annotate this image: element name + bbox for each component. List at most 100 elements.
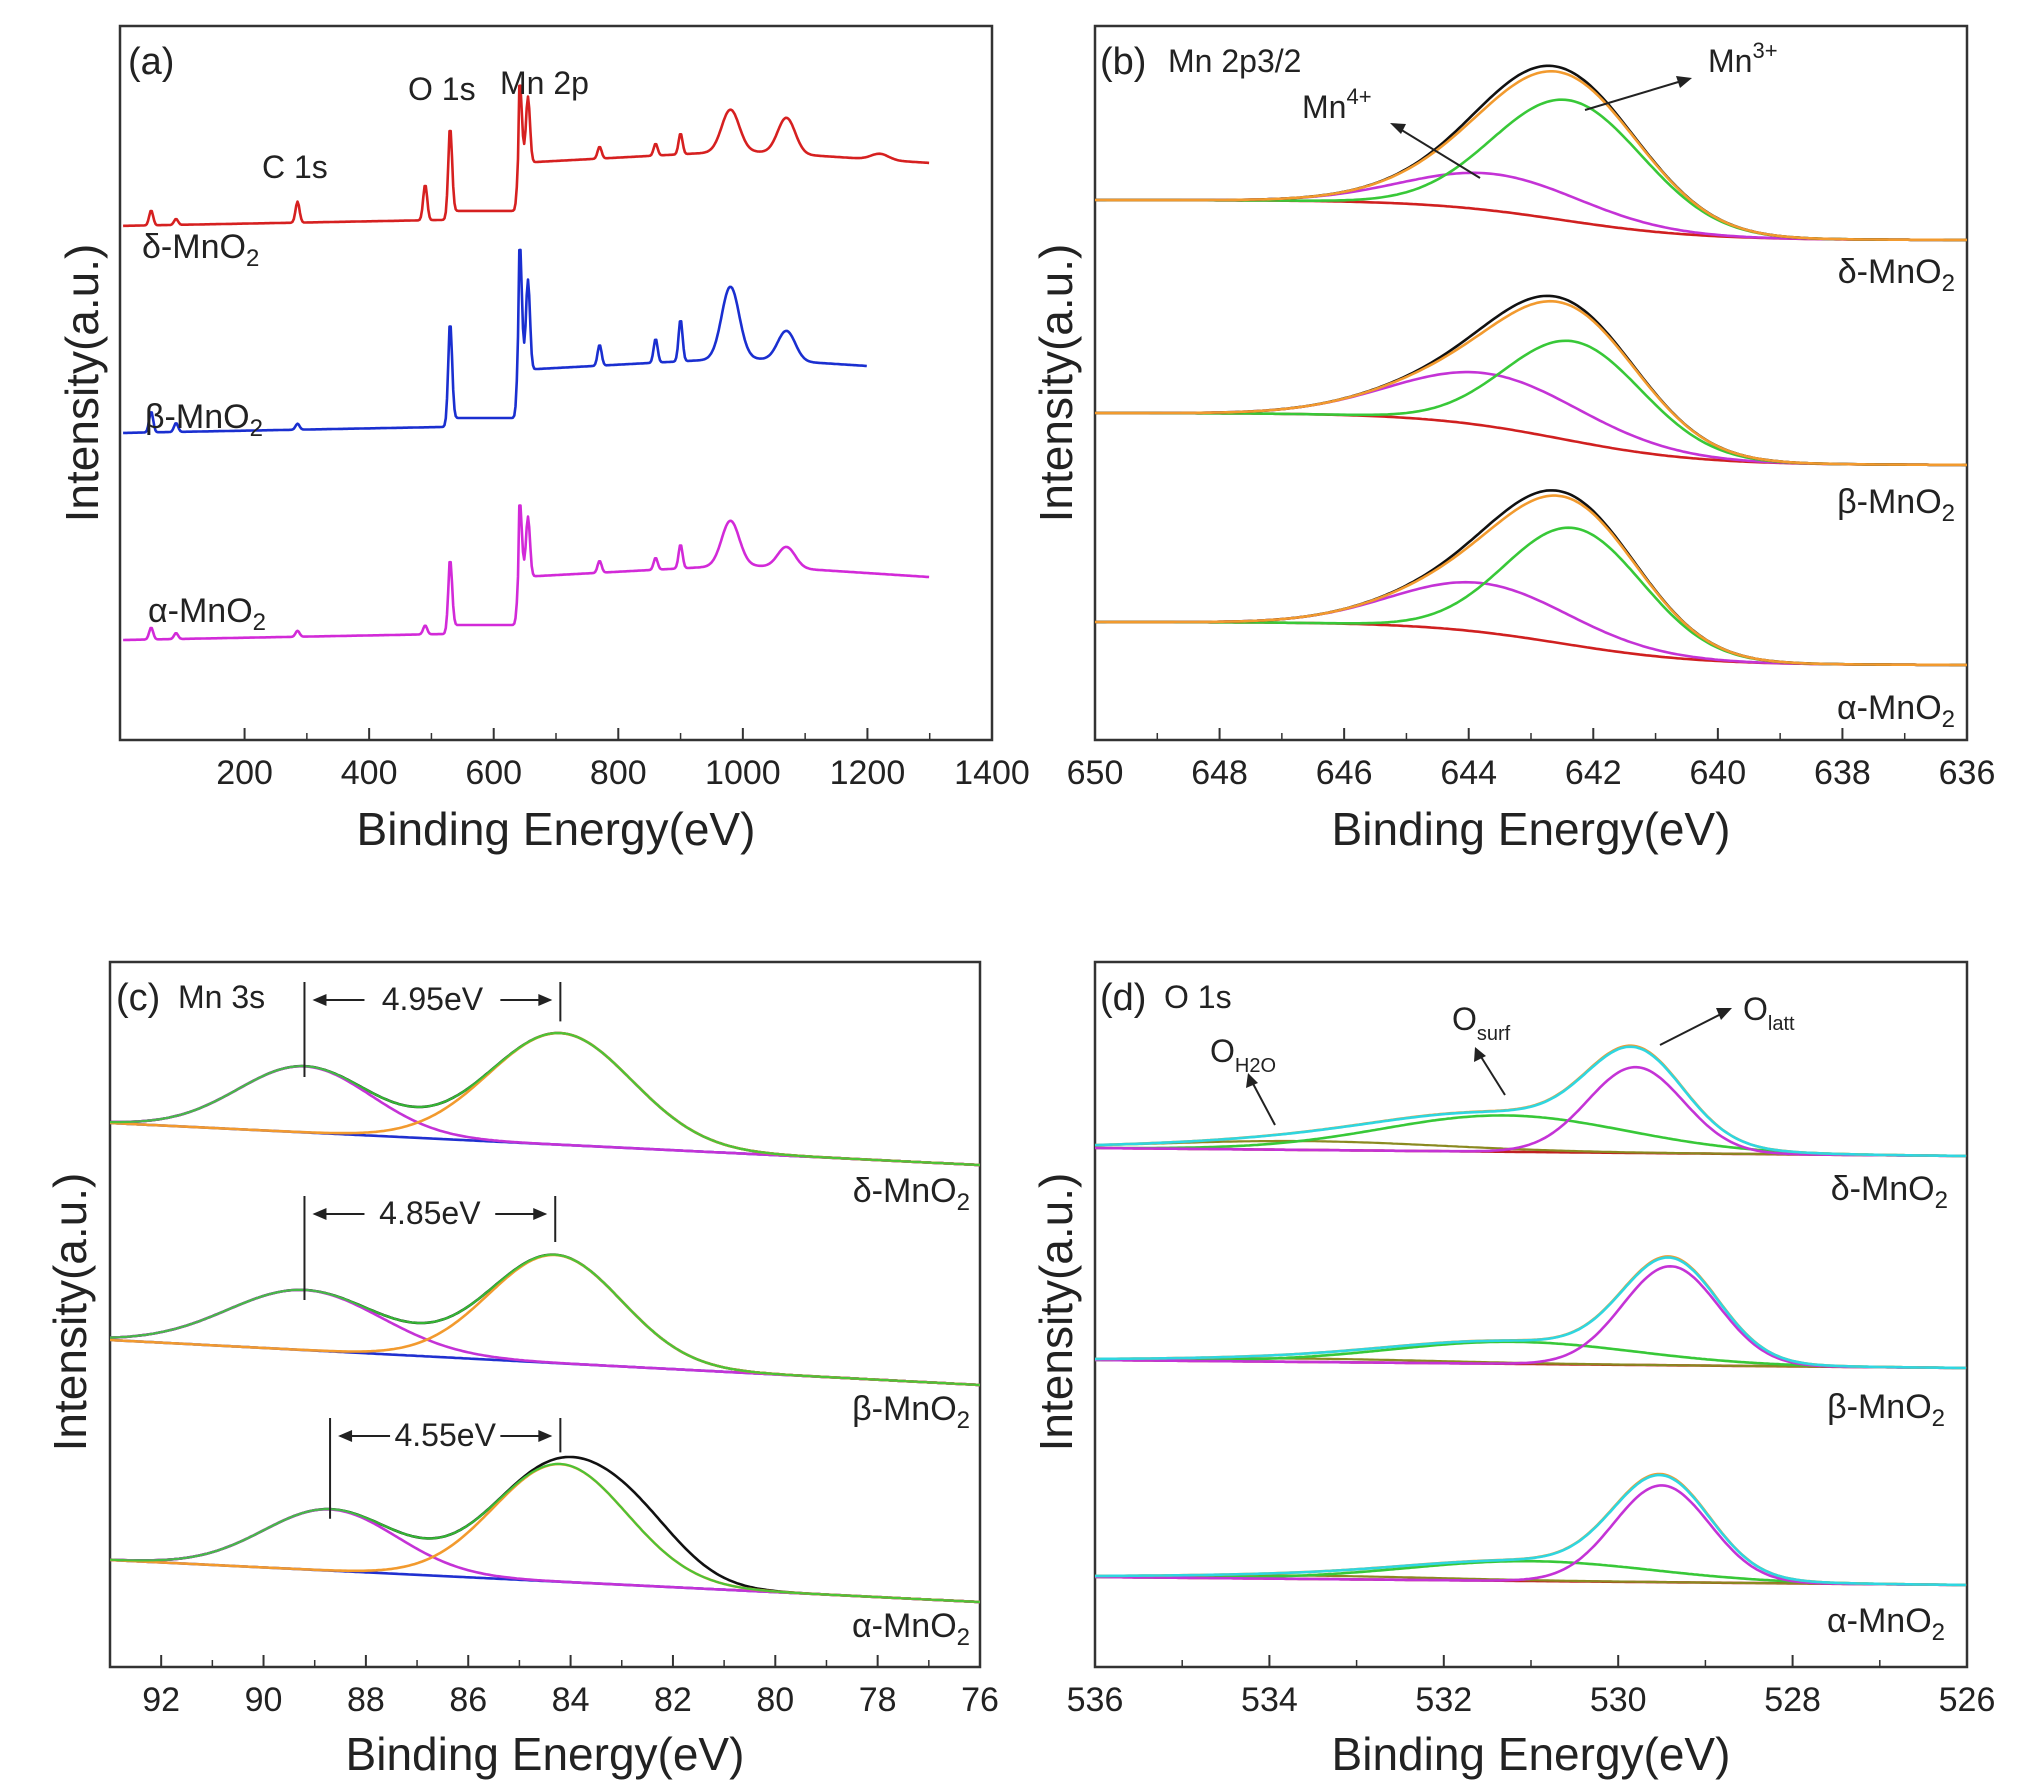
x-tick-label: 636 <box>1939 754 1996 792</box>
mn2p-fit-2 <box>1095 494 1967 667</box>
sample-subscript: 2 <box>957 1407 970 1434</box>
o1s-fit-1 <box>1095 1255 1967 1370</box>
x-tick-label: 400 <box>341 754 398 792</box>
panel-c-x-ticks: 92 90 88 86 84 82 80 78 76 <box>142 1655 999 1719</box>
panel-d-o1s: 536 534 532 530 528 526 (d) O 1s OH2O Osurf O… <box>1030 960 1995 1780</box>
annot-olatt-sub: latt <box>1768 1013 1795 1035</box>
panel-d-label-beta: β-MnO2 <box>1827 1388 1945 1432</box>
panel-c-label-beta: β-MnO2 <box>852 1390 970 1434</box>
split-arrowhead-left-2 <box>338 1430 353 1442</box>
panel-c-title: Mn 3s <box>178 979 265 1015</box>
x-tick-label: 536 <box>1067 1681 1124 1719</box>
arrow-mn3 <box>1584 79 1686 111</box>
sample-base: β-MnO <box>145 398 250 436</box>
sample-text: δ-MnO2 <box>853 1172 970 1216</box>
mn3s-raw-1 <box>109 1253 981 1387</box>
sample-subscript: 2 <box>1935 1187 1948 1214</box>
x-tick-label: 648 <box>1191 754 1248 792</box>
sample-subscript: 2 <box>957 1189 970 1216</box>
panel-c-label: (c) <box>116 977 160 1019</box>
x-tick-label: 82 <box>654 1681 692 1719</box>
x-tick-label: 646 <box>1316 754 1373 792</box>
panel-a-label-alpha: α-MnO2 <box>148 592 266 636</box>
panel-a-curves <box>123 84 930 642</box>
x-tick-label: 644 <box>1440 754 1497 792</box>
sample-subscript: 2 <box>246 245 259 272</box>
annot-mn3-sup: 3+ <box>1752 38 1777 63</box>
split-arrowhead-right-1 <box>533 1208 548 1220</box>
sample-subscript: 2 <box>957 1624 970 1651</box>
x-tick-label: 530 <box>1590 1681 1647 1719</box>
x-tick-label: 200 <box>216 754 273 792</box>
arrow-mn4 <box>1394 125 1481 179</box>
mn2p-raw-1 <box>1094 294 1967 467</box>
mn3s-fit-1 <box>109 1253 981 1387</box>
sample-text: α-MnO2 <box>148 592 266 636</box>
annot-olatt: Olatt <box>1743 991 1795 1035</box>
mn2p-mn4-0 <box>1095 171 1967 242</box>
sample-base: β-MnO <box>1837 483 1942 521</box>
mn3s-fit-0 <box>110 1031 981 1167</box>
annot-oh2o-text: O <box>1210 1033 1235 1069</box>
x-tick-label: 90 <box>245 1681 283 1719</box>
panel-d-curves <box>1094 1044 1967 1587</box>
annot-mn2p: Mn 2p <box>500 65 589 101</box>
panel-c-x-title: Binding Energy(eV) <box>346 1728 745 1780</box>
panel-c-y-title: Intensity(a.u.) <box>44 1173 96 1452</box>
x-tick-label: 800 <box>590 754 647 792</box>
panel-c-label-delta: δ-MnO2 <box>853 1172 970 1216</box>
sample-text: β-MnO2 <box>852 1390 970 1434</box>
x-tick-label: 534 <box>1241 1681 1298 1719</box>
sample-base: β-MnO <box>1827 1388 1932 1426</box>
panel-a-label-beta: β-MnO2 <box>145 398 263 442</box>
mn2p-background-2 <box>1095 620 1967 667</box>
annot-oh2o: OH2O <box>1210 1033 1276 1077</box>
panel-b-y-title: Intensity(a.u.) <box>1030 244 1082 523</box>
sample-base: α-MnO <box>148 592 253 630</box>
sample-text: δ-MnO2 <box>142 228 259 272</box>
split-arrowhead-left-1 <box>312 1208 327 1220</box>
annot-oh2o-sub: H2O <box>1235 1055 1276 1077</box>
panel-c-curves <box>109 1031 981 1604</box>
o1s-latt-1 <box>1095 1264 1967 1370</box>
panel-b-label: (b) <box>1100 41 1146 83</box>
panel-a-y-title: Intensity(a.u.) <box>56 244 108 523</box>
survey-line-0 <box>123 84 930 228</box>
annot-osurf: Osurf <box>1452 1001 1511 1045</box>
mn2p-mn3-1 <box>1095 339 1967 467</box>
split-label-0: 4.95eV <box>382 981 484 1017</box>
arrow-osurf-head <box>1474 1047 1486 1062</box>
annot-mn4-sup: 4+ <box>1346 84 1371 109</box>
panel-b-x-title: Binding Energy(eV) <box>1332 803 1731 855</box>
sample-text: β-MnO2 <box>1837 483 1955 527</box>
sample-base: δ-MnO <box>853 1172 957 1210</box>
annot-o1s: O 1s <box>408 71 476 107</box>
sample-text: β-MnO2 <box>145 398 263 442</box>
o1s-latt-2 <box>1095 1484 1967 1587</box>
x-tick-label: 638 <box>1814 754 1871 792</box>
panel-b-label-beta: β-MnO2 <box>1837 483 1955 527</box>
panel-a-label: (a) <box>128 41 174 83</box>
arrow-osurf <box>1477 1051 1506 1096</box>
sample-text: β-MnO2 <box>1827 1388 1945 1432</box>
mn3s-peak1-0 <box>110 1065 981 1167</box>
mn3s-peak1-2 <box>109 1507 981 1604</box>
split-arrowhead-right-2 <box>538 1430 553 1442</box>
panel-a-x-title: Binding Energy(eV) <box>357 803 756 855</box>
sample-text: δ-MnO2 <box>1838 253 1955 297</box>
panel-b-label-alpha: α-MnO2 <box>1837 689 1955 733</box>
sample-base: δ-MnO <box>142 228 246 266</box>
split-label-2: 4.55eV <box>394 1417 496 1453</box>
annot-osurf-text: O <box>1452 1001 1477 1037</box>
panel-b-mn2p: 650 648 646 644 642 640 638 636 (b) Mn 2p3/2 Mn… <box>1030 24 1996 855</box>
x-tick-label: 78 <box>859 1681 897 1719</box>
split-arrowhead-left-0 <box>312 994 327 1006</box>
split-arrowhead-right-0 <box>538 994 553 1006</box>
mn2p-background-0 <box>1095 198 1967 242</box>
panel-a-survey: 200 400 600 800 1000 1200 1400 (a) C 1s O 1s M… <box>56 24 1030 855</box>
o1s-raw-2 <box>1095 1473 1967 1587</box>
panel-a-label-delta: δ-MnO2 <box>142 228 259 272</box>
sample-text: α-MnO2 <box>852 1607 970 1651</box>
x-tick-label: 80 <box>756 1681 794 1719</box>
sample-base: δ-MnO <box>1831 1170 1935 1208</box>
